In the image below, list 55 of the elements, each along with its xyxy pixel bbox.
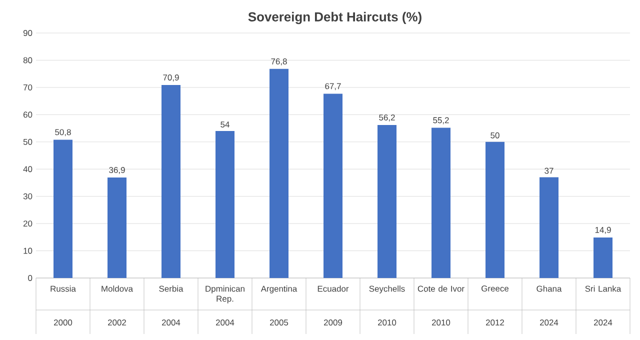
bar — [324, 94, 343, 278]
y-tick-label: 50 — [23, 138, 32, 145]
x-tick-label: Moldova — [102, 286, 133, 292]
data-label: 70,9 — [163, 74, 179, 82]
data-label: 50 — [490, 132, 500, 138]
bar — [216, 131, 235, 278]
bar — [162, 84, 181, 278]
x-tick-label: Sri Lanka — [585, 286, 622, 292]
x-tick-label: Ecuador — [318, 286, 349, 292]
data-label: 67,7 — [325, 83, 341, 90]
chart-title: Sovereign Debt Haircuts (%) — [248, 12, 422, 24]
x-tick-label: Russia — [50, 286, 76, 292]
x-tick-label: Seychells — [369, 286, 405, 294]
bar — [378, 125, 397, 278]
data-label: 50,8 — [55, 129, 71, 136]
y-tick-label: 20 — [23, 220, 32, 227]
y-tick-label: 70 — [24, 84, 32, 90]
text: 2024 — [594, 320, 612, 326]
data-label: 56,2 — [379, 114, 395, 122]
x-tick-label: Cote de Ivor — [418, 286, 464, 292]
data-label: 55,2 — [433, 117, 449, 124]
y-tick-label: 0 — [28, 275, 32, 281]
y-tick-label: 30 — [23, 193, 32, 200]
data-label: 54 — [220, 122, 230, 128]
data-label: 76,8 — [271, 58, 287, 66]
text: 2010 — [378, 320, 396, 326]
x-tick-label: Argentina — [260, 286, 298, 294]
text: 2009 — [324, 320, 342, 326]
bar — [54, 140, 72, 278]
x-tick-label: Dpminican Rep. — [206, 286, 244, 304]
bar — [108, 178, 127, 278]
bar — [594, 237, 613, 278]
data-label: 37 — [544, 168, 554, 174]
data-label: 14,9 — [595, 226, 611, 234]
bar — [540, 177, 559, 278]
data-label: 36,9 — [109, 167, 125, 174]
bar — [486, 142, 505, 278]
text: 2000 — [54, 320, 72, 326]
text: 2004 — [162, 320, 180, 326]
x-tick-label: Ghana — [536, 286, 562, 292]
text: 2005 — [270, 320, 288, 326]
y-tick-label: 40 — [23, 166, 32, 172]
y-tick-label: 80 — [23, 57, 32, 64]
y-tick-label: 90 — [23, 30, 32, 36]
y-tick-label: 60 — [24, 112, 32, 118]
text: 2002 — [108, 320, 126, 326]
bar — [270, 68, 289, 278]
x-tick-label: Greece — [482, 286, 509, 292]
text: 2012 — [486, 320, 504, 326]
text: 2010 — [432, 320, 450, 326]
y-tick-label: 10 — [24, 248, 32, 254]
text: 2024 — [540, 320, 558, 326]
x-tick-label: Serbia — [159, 286, 184, 292]
bar — [432, 128, 451, 278]
text: 2004 — [216, 320, 234, 326]
